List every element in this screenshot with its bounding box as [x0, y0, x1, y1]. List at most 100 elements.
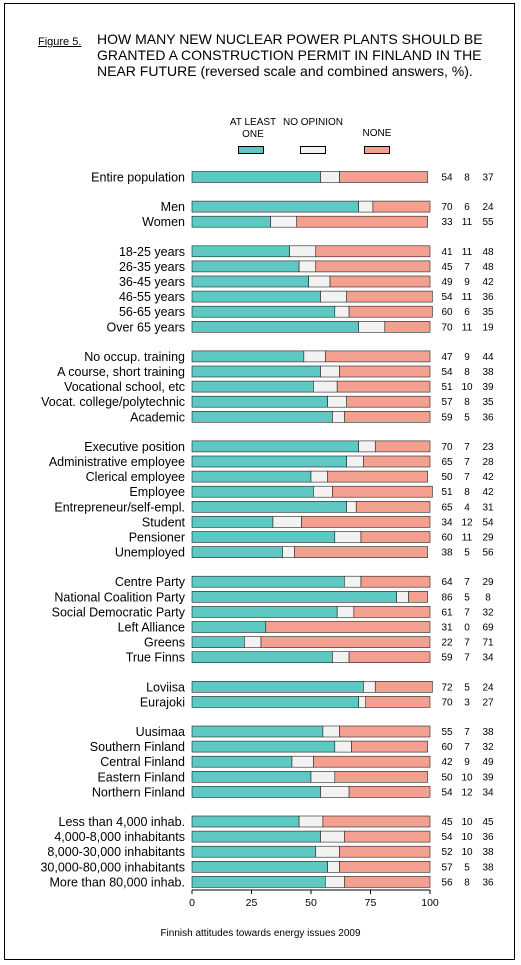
legend-label-none: NONE [362, 128, 392, 139]
row-label: More than 80,000 inhab. [49, 875, 185, 889]
bar-segment [191, 636, 245, 648]
bar-segment [191, 365, 321, 378]
data-label: 3 [464, 697, 470, 708]
data-label: 39 [482, 772, 494, 783]
bar-segment [320, 786, 350, 798]
data-label: 7 [464, 472, 470, 483]
row-label: No occup. training [84, 350, 185, 364]
bar-segment [191, 455, 347, 468]
bar-segment [191, 485, 314, 498]
data-label: 52 [441, 847, 453, 858]
data-label: 86 [441, 592, 453, 603]
bar-segment [363, 455, 431, 468]
row-label: Pensioner [129, 531, 185, 545]
bar-segment [351, 740, 428, 753]
bar-segment [339, 860, 431, 873]
bar-segment [329, 275, 431, 288]
data-label: 27 [482, 697, 494, 708]
data-label: 10 [461, 382, 473, 393]
data-label: 7 [464, 653, 470, 664]
row-label: Employee [129, 485, 185, 499]
bar-segment [191, 845, 317, 858]
bar-segment [191, 606, 338, 618]
bar-segment [344, 575, 362, 588]
data-label: 54 [441, 832, 453, 843]
bar-segment [339, 365, 431, 378]
row-label: 30,000-80,000 inhabitants [40, 860, 185, 874]
data-label: 55 [482, 217, 494, 228]
data-label: 31 [482, 502, 494, 513]
bar-segment [296, 215, 428, 228]
x-tick-label: 25 [246, 897, 258, 909]
data-label: 59 [441, 653, 453, 664]
bar-segment [272, 516, 302, 528]
data-label: 50 [441, 472, 453, 483]
bar-segment [327, 470, 428, 483]
bar-segment [191, 290, 321, 303]
data-label: 35 [482, 307, 494, 318]
row-label: 4,000-8,000 inhabitants [54, 830, 185, 844]
data-label: 45 [441, 262, 453, 273]
legend-swatch-at-least-one [238, 146, 264, 154]
data-label: 59 [441, 412, 453, 423]
bar-segment [320, 171, 340, 183]
data-label: 38 [441, 548, 453, 559]
data-label: 45 [441, 817, 453, 828]
data-label: 42 [441, 757, 453, 768]
bar-segment [334, 770, 428, 783]
data-label: 54 [482, 517, 494, 528]
data-label: 38 [482, 862, 494, 873]
data-label: 31 [441, 623, 453, 634]
data-label: 51 [441, 382, 453, 393]
row-label: Central Finland [100, 755, 185, 769]
data-label: 8 [464, 487, 470, 498]
bar-segment [396, 590, 409, 603]
data-label: 7 [464, 727, 470, 738]
data-label: 10 [461, 772, 473, 783]
bar-segment [360, 575, 431, 588]
row-label: 36-45 years [119, 275, 185, 289]
row-label: Uusimaa [136, 725, 185, 739]
bar-segment [332, 410, 345, 423]
row-label: Social Democratic Party [52, 605, 186, 619]
bar-segment [289, 245, 317, 258]
bar-segment [308, 275, 331, 288]
bar-segment [332, 485, 433, 498]
bar-segment [360, 531, 431, 543]
row-label: Academic [130, 410, 185, 424]
data-label: 7 [464, 262, 470, 273]
bar-segment [315, 260, 431, 273]
data-label: 60 [441, 307, 453, 318]
row-label: True Finns [126, 651, 185, 665]
data-label: 57 [441, 397, 453, 408]
bar-segment [191, 245, 290, 258]
data-label: 49 [482, 757, 494, 768]
data-label: 9 [464, 277, 470, 288]
bar-segment [384, 320, 431, 333]
row-label: Eurajoki [140, 695, 185, 709]
row-label: Centre Party [115, 575, 186, 589]
x-tick-label: 0 [189, 897, 195, 909]
bar-segment [301, 516, 431, 528]
data-label: 48 [482, 262, 494, 273]
data-label: 10 [461, 817, 473, 828]
bar-segment [191, 725, 324, 738]
data-label: 5 [464, 412, 470, 423]
row-label: Entire population [91, 171, 185, 185]
bar-segment [191, 546, 283, 558]
bar-segment [408, 590, 428, 603]
bar-segment [191, 500, 347, 513]
bar-segment [336, 606, 355, 618]
data-label: 57 [441, 862, 453, 873]
data-label: 49 [441, 277, 453, 288]
bar-segment [191, 815, 300, 828]
bar-segment [270, 215, 298, 228]
bar-segment [320, 290, 347, 303]
bar-segment [348, 651, 431, 664]
row-label: Administrative employee [49, 455, 185, 469]
bar-segment [324, 876, 345, 888]
data-label: 11 [462, 322, 473, 333]
legend-label-at-least-one: AT LEAST ONE [229, 117, 277, 140]
row-label: Men [161, 200, 185, 214]
data-label: 72 [441, 682, 453, 693]
